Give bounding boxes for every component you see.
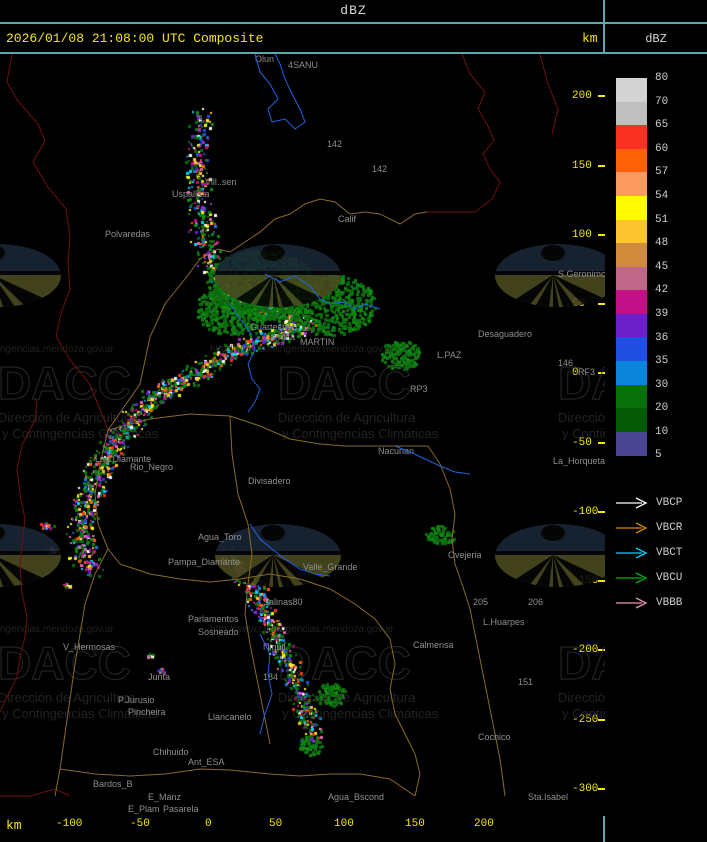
svg-text:L.PAZ: L.PAZ: [437, 350, 462, 360]
svg-text:E_Plam: E_Plam: [128, 804, 160, 814]
svg-text:Chihuido: Chihuido: [153, 747, 189, 757]
svg-text:Vill..sen: Vill..sen: [205, 177, 236, 187]
svg-text:Cochico: Cochico: [478, 732, 511, 742]
svg-text:Divisadero: Divisadero: [248, 476, 291, 486]
svg-text:Sta.Isabel: Sta.Isabel: [528, 792, 568, 802]
svg-text:Dirección de Agricultura: Dirección de Agricultura: [278, 410, 416, 425]
svg-text:DACC: DACC: [278, 357, 411, 409]
svg-text:V_Hermosas: V_Hermosas: [63, 642, 116, 652]
svg-text:Parlamentos: Parlamentos: [188, 614, 239, 624]
svg-text:La_Horqueta: La_Horqueta: [553, 456, 605, 466]
svg-text:Calif: Calif: [338, 214, 357, 224]
svg-text:142: 142: [327, 139, 342, 149]
svg-text:Bardos_B: Bardos_B: [93, 779, 133, 789]
svg-text:Valle_Grande: Valle_Grande: [303, 562, 357, 572]
svg-text:S.Geronimo: S.Geronimo: [558, 269, 605, 279]
svg-text:y Contingencias Climáticas: y Contingencias Climáticas: [282, 426, 439, 441]
svg-text:Dirección de Agricultura: Dirección de Agricultura: [0, 410, 136, 425]
svg-text:y Contingencias Climáticas: y Contingencias Climáticas: [562, 426, 605, 441]
svg-text:DACC: DACC: [0, 357, 131, 409]
svg-text:Guartecheo: Guartecheo: [250, 322, 297, 332]
svg-text:Dirección de Agricultura: Dirección de Agricultura: [558, 410, 605, 425]
svg-text:206: 206: [528, 597, 543, 607]
svg-text:Salinas80: Salinas80: [263, 597, 303, 607]
svg-text:Desaguadero: Desaguadero: [478, 329, 532, 339]
svg-text:142: 142: [372, 164, 387, 174]
svg-text:Ant_ESA: Ant_ESA: [188, 757, 225, 767]
svg-text:Uspallata: Uspallata: [172, 189, 210, 199]
svg-text:Agua_Toro: Agua_Toro: [198, 532, 242, 542]
svg-text:146: 146: [558, 358, 573, 368]
svg-text:Junta: Junta: [148, 672, 170, 682]
svg-text:Rio_Negro: Rio_Negro: [130, 462, 173, 472]
svg-text:151: 151: [518, 677, 533, 687]
svg-text:y Contingencias Climáticas: y Contingencias Climáticas: [562, 706, 605, 721]
svg-text:MARTIN: MARTIN: [300, 337, 334, 347]
svg-text:Ovejeria: Ovejeria: [448, 550, 482, 560]
svg-text:Dirección de Agricultura: Dirección de Agricultura: [278, 690, 416, 705]
svg-text:Pincheira: Pincheira: [128, 707, 166, 717]
svg-text:RP3: RP3: [410, 384, 428, 394]
svg-text:184: 184: [263, 672, 278, 682]
svg-text:Pasarela: Pasarela: [163, 804, 199, 814]
svg-text:Dirección de Agricultura: Dirección de Agricultura: [0, 690, 136, 705]
svg-text:Llancanelo: Llancanelo: [208, 712, 252, 722]
svg-text:RF3: RF3: [578, 367, 595, 377]
svg-text:E_Manz: E_Manz: [148, 792, 182, 802]
svg-text:Pampa_Diamante: Pampa_Diamante: [168, 557, 240, 567]
svg-text:Larmza: Larmza: [265, 332, 295, 342]
svg-text:Dirección de Agricultura: Dirección de Agricultura: [558, 690, 605, 705]
svg-text:Calmensa: Calmensa: [413, 640, 454, 650]
svg-text:http://www.contingencias.mendo: http://www.contingencias.mendoza.gov.ar: [0, 344, 114, 355]
svg-text:Polvaredas: Polvaredas: [105, 229, 151, 239]
svg-text:Sosneado: Sosneado: [198, 627, 239, 637]
svg-text:P.Jurusio: P.Jurusio: [118, 695, 154, 705]
svg-text:DACC: DACC: [558, 637, 605, 689]
svg-text:y Contingencias Climáticas: y Contingencias Climáticas: [282, 706, 439, 721]
svg-text:L.Huarpes: L.Huarpes: [483, 617, 525, 627]
svg-text:Agua_Bscond: Agua_Bscond: [328, 792, 384, 802]
svg-text:205: 205: [473, 597, 488, 607]
svg-text:4SANU: 4SANU: [288, 60, 318, 70]
svg-text:http://www.contingencias.mendo: http://www.contingencias.mendoza.gov.ar: [0, 624, 114, 635]
